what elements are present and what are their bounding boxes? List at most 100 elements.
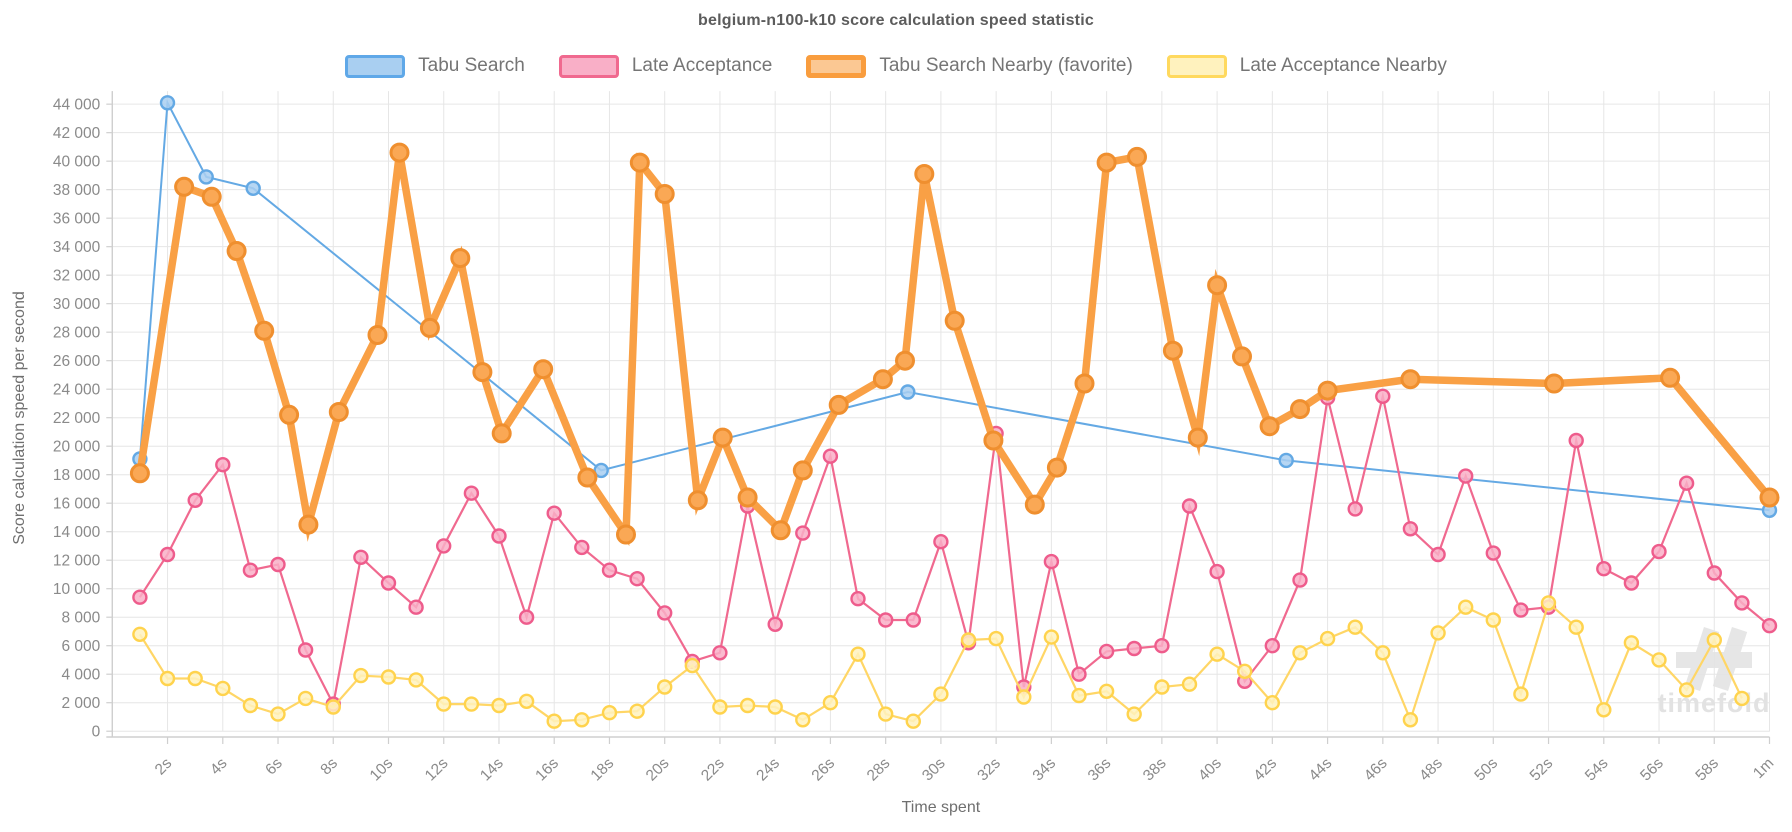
series-point-late-acceptance[interactable]	[353, 549, 369, 565]
series-point-late-acceptance-nearby[interactable]	[684, 657, 700, 674]
series-point-tabu-search-nearby-favorite[interactable]	[298, 514, 319, 535]
series-point-late-acceptance[interactable]	[1513, 602, 1529, 618]
series-point-late-acceptance-nearby[interactable]	[1402, 712, 1419, 728]
series-point-late-acceptance[interactable]	[878, 612, 894, 628]
series-point-late-acceptance-nearby[interactable]	[1154, 679, 1170, 695]
legend-item-late-acceptance-nearby[interactable]: Late Acceptance Nearby	[1166, 54, 1447, 78]
series-point-tabu-search-nearby-favorite[interactable]	[419, 317, 440, 338]
series-point-late-acceptance-nearby[interactable]	[933, 686, 949, 702]
series-point-late-acceptance[interactable]	[242, 562, 259, 578]
series-point-late-acceptance-nearby[interactable]	[270, 706, 286, 722]
series-point-tabu-search-nearby-favorite[interactable]	[687, 490, 708, 511]
series-point-late-acceptance[interactable]	[712, 645, 728, 661]
series-point-late-acceptance-nearby[interactable]	[1016, 689, 1032, 705]
series-point-late-acceptance-nearby[interactable]	[601, 705, 618, 721]
series-point-late-acceptance-nearby[interactable]	[187, 670, 203, 687]
series-point-tabu-search-nearby-favorite[interactable]	[450, 248, 471, 269]
series-point-tabu-search-nearby-favorite[interactable]	[472, 362, 493, 383]
series-point-tabu-search-nearby-favorite[interactable]	[1259, 416, 1280, 437]
series-point-tabu-search-nearby-favorite[interactable]	[1317, 380, 1338, 401]
series-point-late-acceptance-nearby[interactable]	[1540, 595, 1557, 611]
series-point-tabu-search-nearby-favorite[interactable]	[629, 152, 650, 173]
series-point-late-acceptance-nearby[interactable]	[1126, 706, 1142, 722]
series-point-tabu-search[interactable]	[593, 462, 609, 479]
series-point-late-acceptance-nearby[interactable]	[822, 695, 839, 711]
series-point-late-acceptance[interactable]	[463, 485, 480, 501]
series-point-late-acceptance[interactable]	[1043, 553, 1060, 570]
series-point-tabu-search-nearby-favorite[interactable]	[737, 487, 758, 508]
series-point-late-acceptance[interactable]	[657, 605, 673, 621]
series-point-late-acceptance-nearby[interactable]	[574, 712, 590, 728]
series-point-late-acceptance-nearby[interactable]	[297, 690, 314, 707]
series-point-late-acceptance-nearby[interactable]	[1651, 652, 1667, 668]
series-point-late-acceptance-nearby[interactable]	[1209, 646, 1225, 662]
series-point-tabu-search-nearby-favorite[interactable]	[895, 350, 915, 371]
series-point-late-acceptance[interactable]	[1098, 643, 1115, 660]
series-point-late-acceptance-nearby[interactable]	[1375, 645, 1391, 661]
series-point-late-acceptance-nearby[interactable]	[629, 703, 645, 719]
series-point-tabu-search-nearby-favorite[interactable]	[1232, 346, 1252, 367]
series-point-late-acceptance-nearby[interactable]	[1568, 619, 1584, 635]
series-point-late-acceptance-nearby[interactable]	[463, 696, 480, 712]
series-point-late-acceptance[interactable]	[436, 538, 452, 554]
series-point-late-acceptance[interactable]	[1485, 545, 1502, 561]
series-point-late-acceptance[interactable]	[1430, 546, 1446, 563]
series-point-late-acceptance[interactable]	[629, 571, 645, 587]
series-point-tabu-search-nearby-favorite[interactable]	[944, 310, 965, 331]
series-point-late-acceptance[interactable]	[380, 575, 397, 591]
series-point-late-acceptance-nearby[interactable]	[1319, 630, 1336, 647]
series-point-late-acceptance[interactable]	[215, 457, 231, 473]
series-point-late-acceptance-nearby[interactable]	[408, 672, 424, 688]
series-point-tabu-search-nearby-favorite[interactable]	[254, 320, 275, 341]
series-point-tabu-search-nearby-favorite[interactable]	[770, 520, 791, 541]
series-point-late-acceptance-nearby[interactable]	[767, 699, 783, 715]
series-point-tabu-search-nearby-favorite[interactable]	[174, 176, 195, 197]
series-point-tabu-search-nearby-favorite[interactable]	[828, 394, 849, 415]
series-point-tabu-search-nearby-favorite[interactable]	[872, 369, 893, 390]
series-point-tabu-search-nearby-favorite[interactable]	[712, 427, 733, 448]
series-point-late-acceptance[interactable]	[933, 534, 949, 550]
series-point-tabu-search-nearby-favorite[interactable]	[1096, 152, 1117, 173]
series-point-late-acceptance[interactable]	[601, 562, 618, 578]
series-point-tabu-search[interactable]	[1278, 452, 1294, 469]
series-point-late-acceptance[interactable]	[1623, 575, 1640, 591]
series-point-tabu-search-nearby-favorite[interactable]	[1187, 427, 1208, 448]
series-point-tabu-search-nearby-favorite[interactable]	[328, 402, 349, 422]
series-point-late-acceptance[interactable]	[1402, 521, 1419, 537]
series-point-late-acceptance-nearby[interactable]	[215, 680, 231, 697]
series-point-tabu-search-nearby-favorite[interactable]	[1660, 367, 1681, 388]
series-point-late-acceptance-nearby[interactable]	[960, 632, 977, 648]
series-point-tabu-search-nearby-favorite[interactable]	[1207, 275, 1228, 296]
series-point-late-acceptance[interactable]	[767, 616, 783, 632]
series-point-tabu-search-nearby-favorite[interactable]	[1074, 373, 1095, 394]
series-point-late-acceptance-nearby[interactable]	[988, 630, 1004, 647]
series-point-tabu-search-nearby-favorite[interactable]	[201, 186, 222, 207]
series-point-late-acceptance[interactable]	[1596, 561, 1612, 577]
series-point-late-acceptance-nearby[interactable]	[1678, 682, 1695, 698]
series-point-late-acceptance[interactable]	[1678, 475, 1695, 491]
series-point-late-acceptance[interactable]	[159, 546, 176, 563]
series-point-late-acceptance-nearby[interactable]	[1071, 687, 1087, 704]
legend-item-tabu-search[interactable]: Tabu Search	[345, 54, 525, 78]
series-point-late-acceptance-nearby[interactable]	[1098, 683, 1115, 699]
series-point-late-acceptance[interactable]	[822, 448, 839, 464]
series-point-tabu-search[interactable]	[159, 95, 176, 111]
series-point-late-acceptance-nearby[interactable]	[518, 693, 535, 709]
series-point-tabu-search-nearby-favorite[interactable]	[1162, 340, 1183, 361]
series-point-late-acceptance[interactable]	[518, 609, 535, 625]
series-point-tabu-search-nearby-favorite[interactable]	[129, 463, 150, 484]
series-point-late-acceptance-nearby[interactable]	[1513, 686, 1529, 702]
series-point-late-acceptance-nearby[interactable]	[353, 667, 369, 684]
series-point-late-acceptance-nearby[interactable]	[1043, 629, 1060, 645]
series-point-tabu-search-nearby-favorite[interactable]	[914, 164, 935, 184]
series-point-late-acceptance-nearby[interactable]	[242, 697, 259, 714]
series-point-late-acceptance[interactable]	[850, 591, 866, 607]
series-point-late-acceptance-nearby[interactable]	[1236, 663, 1253, 679]
series-point-late-acceptance-nearby[interactable]	[1596, 702, 1612, 718]
series-point-late-acceptance[interactable]	[905, 612, 921, 628]
series-point-tabu-search-nearby-favorite[interactable]	[983, 430, 1004, 451]
series-point-tabu-search-nearby-favorite[interactable]	[279, 404, 300, 425]
series-point-tabu-search-nearby-favorite[interactable]	[1759, 487, 1780, 508]
series-point-late-acceptance-nearby[interactable]	[795, 712, 811, 728]
series-point-late-acceptance-nearby[interactable]	[1457, 599, 1474, 615]
